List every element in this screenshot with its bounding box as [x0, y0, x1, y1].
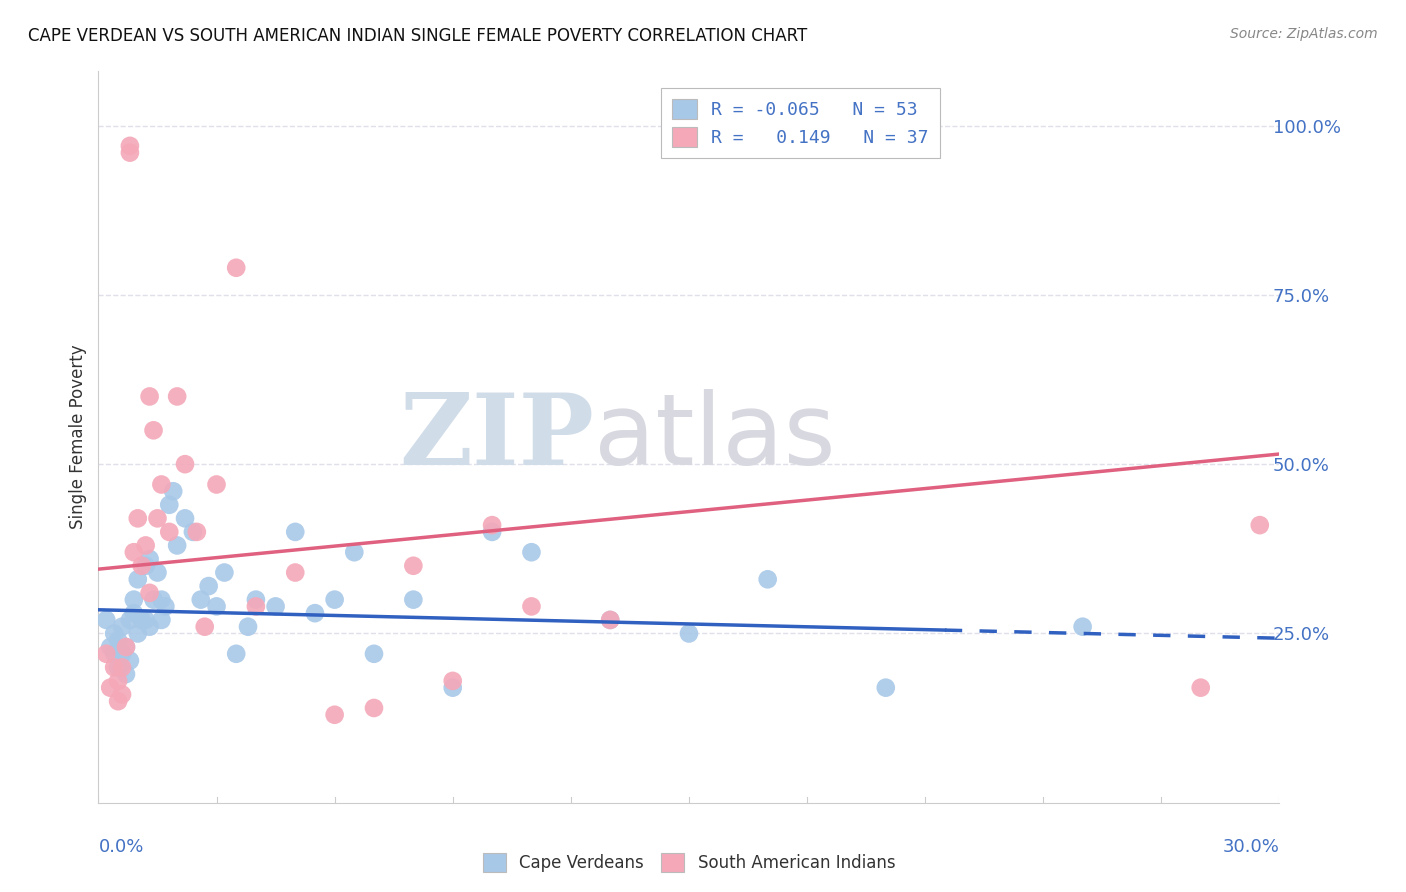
Point — [122, 592, 145, 607]
Point — [118, 139, 141, 153]
Point — [186, 524, 208, 539]
Point — [103, 660, 125, 674]
Point — [284, 566, 307, 580]
Point — [98, 640, 121, 654]
Point — [402, 592, 425, 607]
Point — [115, 640, 138, 654]
Point — [441, 673, 464, 688]
Point — [245, 599, 267, 614]
Point — [96, 613, 118, 627]
Point — [205, 599, 228, 614]
Point — [107, 694, 129, 708]
Text: Source: ZipAtlas.com: Source: ZipAtlas.com — [1230, 27, 1378, 41]
Point — [205, 477, 228, 491]
Point — [166, 538, 188, 552]
Point — [599, 613, 621, 627]
Point — [245, 592, 267, 607]
Point — [197, 579, 219, 593]
Text: atlas: atlas — [595, 389, 837, 485]
Point — [138, 586, 160, 600]
Point — [174, 511, 197, 525]
Point — [107, 633, 129, 648]
Point — [107, 673, 129, 688]
Point — [142, 592, 165, 607]
Point — [520, 599, 543, 614]
Point — [225, 647, 247, 661]
Point — [1071, 620, 1094, 634]
Point — [111, 620, 134, 634]
Point — [138, 620, 160, 634]
Point — [127, 626, 149, 640]
Point — [96, 647, 118, 661]
Point — [122, 545, 145, 559]
Point — [103, 647, 125, 661]
Point — [150, 477, 173, 491]
Point — [181, 524, 204, 539]
Point — [131, 613, 153, 627]
Legend: Cape Verdeans, South American Indians: Cape Verdeans, South American Indians — [472, 843, 905, 882]
Point — [103, 626, 125, 640]
Point — [127, 572, 149, 586]
Point — [166, 389, 188, 403]
Point — [157, 498, 180, 512]
Point — [225, 260, 247, 275]
Point — [98, 681, 121, 695]
Point — [214, 566, 236, 580]
Point — [131, 558, 153, 573]
Point — [190, 592, 212, 607]
Point — [127, 511, 149, 525]
Point — [264, 599, 287, 614]
Point — [111, 688, 134, 702]
Y-axis label: Single Female Poverty: Single Female Poverty — [69, 345, 87, 529]
Point — [323, 592, 346, 607]
Point — [142, 423, 165, 437]
Point — [115, 667, 138, 681]
Point — [481, 524, 503, 539]
Point — [146, 511, 169, 525]
Point — [284, 524, 307, 539]
Point — [323, 707, 346, 722]
Point — [343, 545, 366, 559]
Point — [363, 647, 385, 661]
Point — [135, 558, 157, 573]
Point — [520, 545, 543, 559]
Point — [304, 606, 326, 620]
Text: ZIP: ZIP — [399, 389, 595, 485]
Point — [107, 660, 129, 674]
Point — [194, 620, 217, 634]
Point — [150, 592, 173, 607]
Point — [363, 701, 385, 715]
Text: CAPE VERDEAN VS SOUTH AMERICAN INDIAN SINGLE FEMALE POVERTY CORRELATION CHART: CAPE VERDEAN VS SOUTH AMERICAN INDIAN SI… — [28, 27, 807, 45]
Point — [118, 654, 141, 668]
Point — [135, 538, 157, 552]
Point — [599, 613, 621, 627]
Point — [138, 552, 160, 566]
Point — [150, 613, 173, 627]
Point — [115, 640, 138, 654]
Point — [481, 518, 503, 533]
Text: 30.0%: 30.0% — [1223, 838, 1279, 856]
Point — [162, 484, 184, 499]
Point — [236, 620, 259, 634]
Point — [111, 660, 134, 674]
Point — [1189, 681, 1212, 695]
Text: 0.0%: 0.0% — [98, 838, 143, 856]
Point — [1249, 518, 1271, 533]
Point — [111, 647, 134, 661]
Point — [155, 599, 177, 614]
Point — [756, 572, 779, 586]
Point — [138, 389, 160, 403]
Point — [441, 681, 464, 695]
Point — [157, 524, 180, 539]
Point — [118, 145, 141, 160]
Point — [174, 457, 197, 471]
Point — [875, 681, 897, 695]
Point — [146, 566, 169, 580]
Point — [402, 558, 425, 573]
Point — [118, 613, 141, 627]
Point — [135, 613, 157, 627]
Point — [678, 626, 700, 640]
Point — [122, 606, 145, 620]
